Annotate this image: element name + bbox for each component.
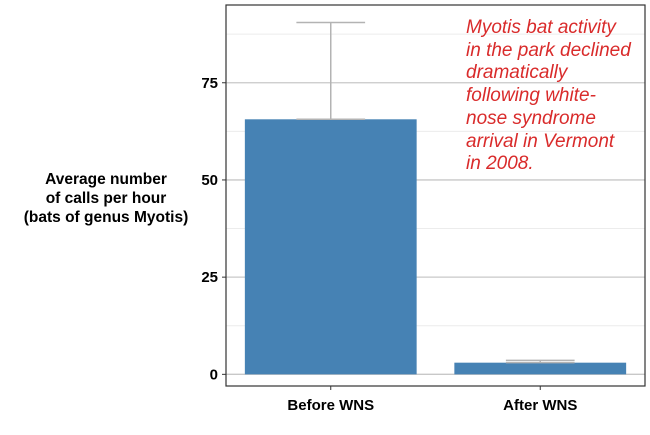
bar-before-wns <box>244 119 417 375</box>
y-tick-label: 50 <box>201 172 218 189</box>
y-axis-label-line-3: (bats of genus Myotis) <box>23 209 189 226</box>
annotation-line-4: following white- <box>466 85 596 107</box>
y-axis-label-line-2: of calls per hour <box>45 190 167 207</box>
y-tick-label: 75 <box>201 75 218 92</box>
error-bars <box>296 21 575 364</box>
x-tick-label: After WNS <box>503 397 577 414</box>
y-axis-label-line-1: Average number <box>45 171 167 188</box>
bars <box>244 119 627 375</box>
annotation-line-7: in 2008. <box>466 153 534 175</box>
annotation-line-2: in the park declined <box>466 39 631 61</box>
annotation-line-3: dramatically <box>466 62 568 84</box>
plot-panel-border <box>225 4 646 387</box>
bar-after-wns <box>454 362 627 375</box>
y-tick-label: 25 <box>201 269 218 286</box>
annotation-text: Myotis bat activity in the park declined… <box>466 17 646 176</box>
y-tick-label: 0 <box>210 366 218 383</box>
annotation-line-5: nose syndrome <box>466 107 596 129</box>
x-tick-label: Before WNS <box>287 397 374 414</box>
annotation-line-6: arrival in Vermont <box>466 130 615 152</box>
y-axis-ticks: 0 25 50 75 <box>201 75 226 383</box>
x-axis-ticks: Before WNS After WNS <box>287 386 577 414</box>
annotation-line-1: Myotis bat activity <box>466 17 616 38</box>
